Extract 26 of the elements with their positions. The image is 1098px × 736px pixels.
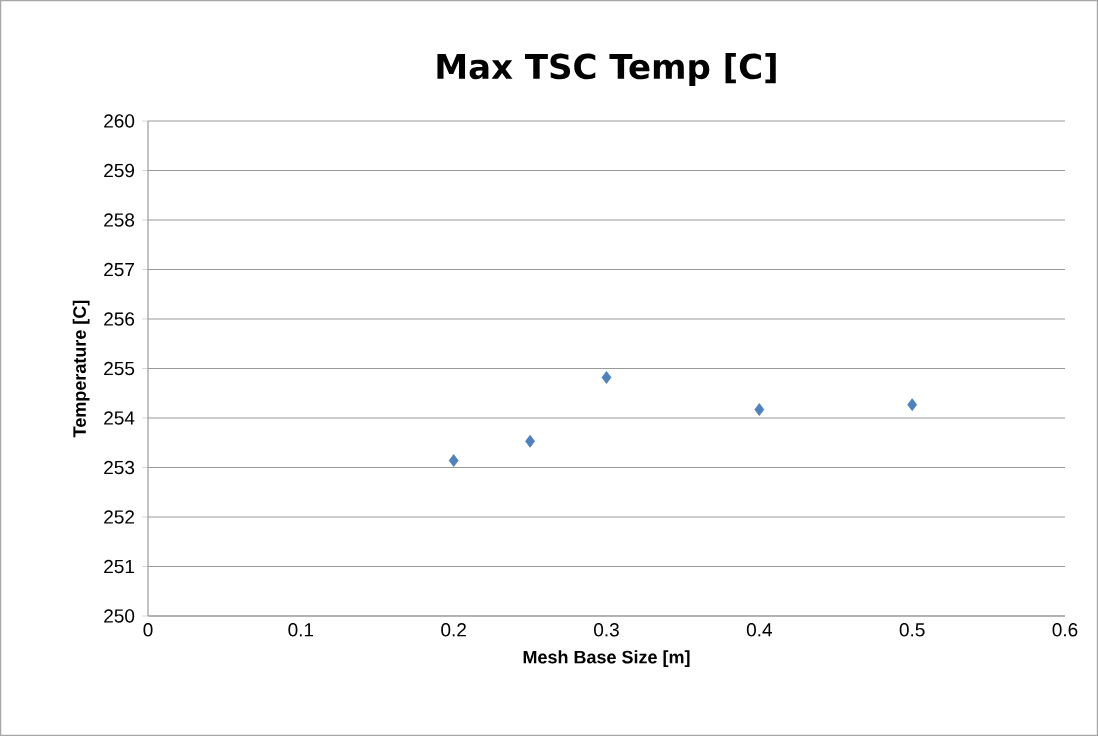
y-tick-label: 255 [104,361,135,376]
y-tick-label: 259 [104,163,135,178]
x-tick-label: 0 [143,623,153,637]
point [448,454,459,467]
y-tick-label: 254 [104,411,135,425]
x-tick-label: 0.6 [1052,623,1078,637]
point [754,403,765,416]
point [907,398,918,412]
y-tick-label: 252 [104,510,134,524]
y-tick-label: 260 [104,114,135,128]
x-tick-label: 0.1 [288,623,314,637]
y-tick-label: 256 [104,312,135,326]
y-tick-label: 250 [104,609,135,623]
y-tick-label: 257 [104,262,134,277]
x-tick-label: 0.2 [441,623,466,637]
y-tick-label: 251 [104,559,134,574]
chart-title: Max TSC Temp [C] [437,53,776,86]
x-tick-label: 0.3 [594,623,619,637]
point [601,371,612,384]
y-tick-label: 258 [104,213,135,227]
y-axis-title: Temperature [C] [72,300,90,438]
point [525,434,535,448]
x-tick-label: 0.4 [746,623,772,637]
y-tick-label: 253 [104,460,135,475]
x-axis-title: Mesh Base Size [m] [523,650,690,668]
x-tick-label: 0.5 [899,623,925,637]
